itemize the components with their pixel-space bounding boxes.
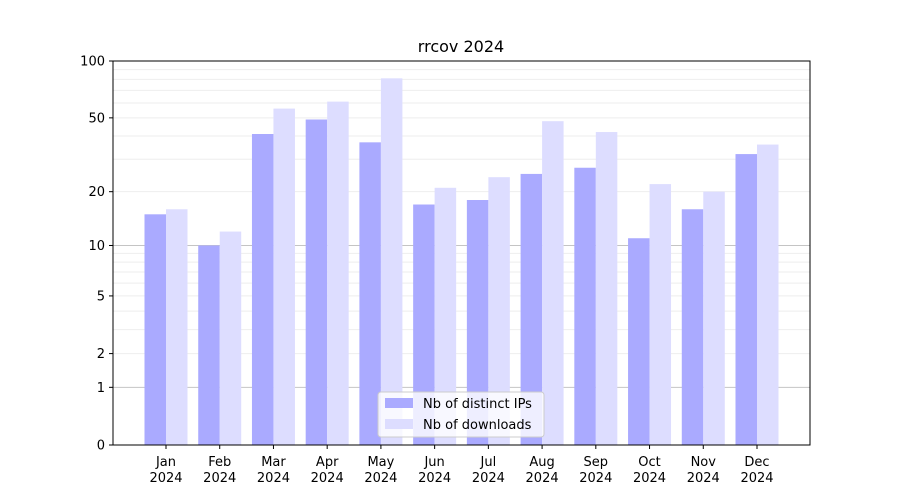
legend-box: [377, 391, 545, 438]
x-tick-label-year: 2024: [472, 471, 505, 486]
x-tick-label-year: 2024: [364, 471, 397, 486]
plot-frame: [112, 60, 811, 446]
bar-distinct-ips: [144, 214, 166, 445]
y-tick-label: 2: [97, 347, 105, 362]
y-tick-label: 1: [97, 381, 105, 396]
bar-downloads: [703, 191, 725, 445]
bar-distinct-ips: [305, 119, 328, 445]
y-tick-label: 100: [80, 55, 105, 70]
bar-distinct-ips: [520, 173, 543, 445]
bar-distinct-ips: [574, 167, 596, 445]
x-tick-label-year: 2024: [418, 471, 451, 486]
x-tick-label-month: Jul: [480, 455, 497, 470]
x-tick-label-month: Aug: [529, 455, 554, 470]
bar-distinct-ips: [198, 245, 220, 445]
bar-downloads: [327, 101, 349, 445]
x-tick-label-year: 2024: [311, 471, 344, 486]
legend: Nb of distinct IPs Nb of downloads: [377, 391, 545, 438]
legend-swatch-ips: [385, 398, 413, 408]
y-tick-label: 5: [97, 289, 105, 304]
x-tick-label-year: 2024: [633, 471, 666, 486]
bars: [144, 78, 779, 446]
y-tick-label: 50: [88, 111, 105, 126]
x-tick-label-year: 2024: [579, 471, 612, 486]
bar-downloads: [166, 209, 188, 445]
x-tick-label-month: Feb: [208, 455, 231, 470]
x-tick-label-month: Nov: [691, 455, 717, 470]
x-tick-label-month: Apr: [316, 455, 339, 470]
y-tick-label: 20: [88, 185, 105, 200]
x-tick-label-month: Sep: [584, 455, 609, 470]
x-tick-label-year: 2024: [257, 471, 290, 486]
legend-swatch-downloads: [385, 419, 413, 429]
legend-label-downloads: Nb of downloads: [423, 418, 532, 433]
x-tick-label-month: May: [367, 455, 394, 470]
chart-title: rrcov 2024: [418, 37, 504, 56]
bar-downloads: [380, 78, 403, 446]
bar-distinct-ips: [466, 200, 489, 445]
x-tick-label-year: 2024: [203, 471, 236, 486]
x-tick-label-year: 2024: [687, 471, 720, 486]
bar-downloads: [757, 144, 779, 445]
x-tick-label-month: Jun: [423, 455, 444, 470]
bar-distinct-ips: [413, 204, 435, 445]
bar-distinct-ips: [251, 134, 274, 445]
y-axis: 0 1 2 5 10 20 50 100: [80, 55, 113, 454]
bar-downloads: [219, 231, 242, 445]
x-tick-label-month: Mar: [261, 455, 286, 470]
x-tick-label-year: 2024: [526, 471, 559, 486]
bar-downloads: [649, 184, 672, 446]
bar-distinct-ips: [628, 238, 650, 445]
x-axis: Jan2024Feb2024Mar2024Apr2024May2024Jun20…: [149, 445, 774, 486]
x-tick-label-month: Jan: [155, 455, 176, 470]
legend-label-ips: Nb of distinct IPs: [423, 397, 532, 412]
bar-distinct-ips: [359, 142, 381, 445]
bar-downloads: [595, 132, 618, 446]
x-tick-label-month: Oct: [638, 455, 660, 470]
x-tick-label-year: 2024: [740, 471, 773, 486]
bar-downloads: [434, 187, 457, 445]
bar-downloads: [273, 108, 295, 446]
x-tick-label-month: Dec: [744, 455, 769, 470]
bar-downloads: [488, 177, 510, 446]
y-tick-label: 10: [88, 239, 105, 254]
bar-distinct-ips: [681, 209, 704, 445]
bar-downloads: [542, 121, 564, 446]
y-tick-label: 0: [97, 439, 105, 454]
bar-distinct-ips: [735, 154, 757, 446]
x-tick-label-year: 2024: [149, 471, 182, 486]
